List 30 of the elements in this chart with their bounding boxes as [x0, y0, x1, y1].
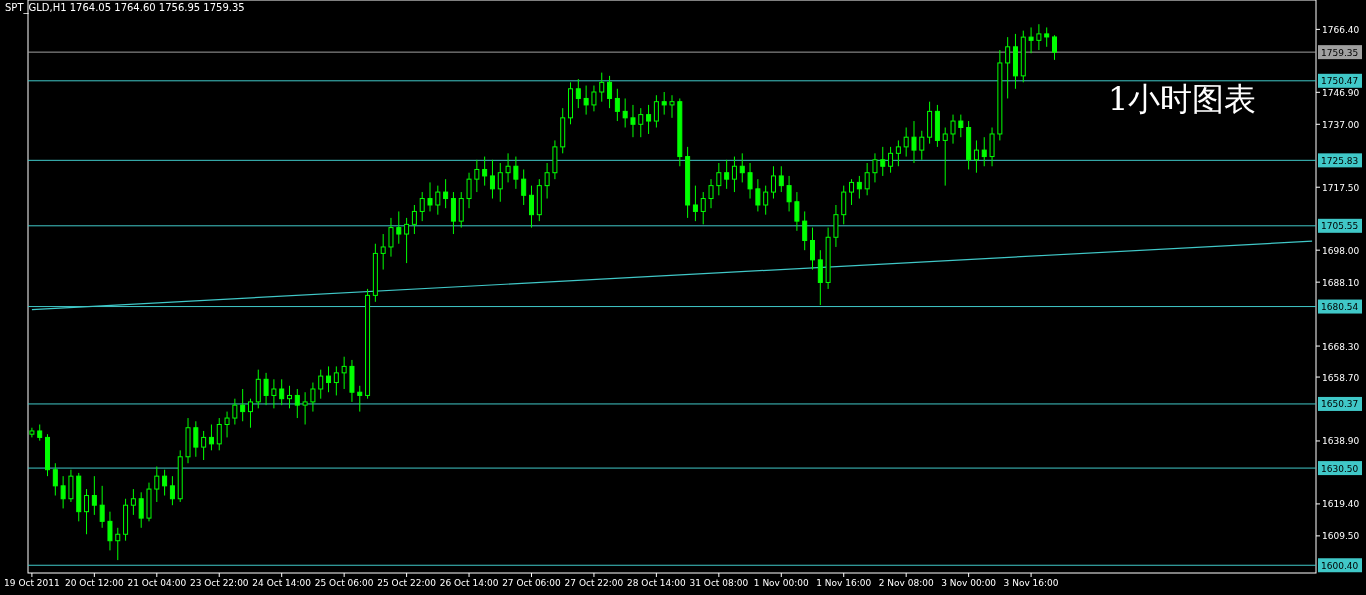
y-tick-label: 1698.00	[1322, 245, 1360, 256]
y-tick-label: 1619.40	[1322, 499, 1360, 510]
y-tick-label: 1638.90	[1322, 436, 1360, 447]
y-tick-label: 1668.30	[1322, 341, 1360, 352]
y-tick-label: 1688.10	[1322, 277, 1360, 288]
x-tick-label: 2 Nov 08:00	[878, 578, 934, 588]
x-tick-label: 27 Oct 22:00	[564, 578, 624, 588]
y-tick-label: 1609.50	[1322, 531, 1360, 542]
x-tick-label: 25 Oct 06:00	[314, 578, 374, 588]
x-tick-label: 23 Oct 22:00	[189, 578, 249, 588]
y-tick-label: 1737.00	[1322, 119, 1360, 130]
x-tick-label: 3 Nov 00:00	[941, 578, 997, 588]
y-tick-label: 1717.50	[1322, 182, 1360, 193]
x-tick-label: 20 Oct 12:00	[65, 578, 124, 588]
x-tick-label: 21 Oct 04:00	[127, 578, 187, 588]
y-tick-label: 1766.40	[1322, 24, 1360, 35]
chart-title: SPT_GLD,H1 1764.05 1764.60 1756.95 1759.35	[5, 2, 245, 14]
x-tick-label: 27 Oct 06:00	[502, 578, 562, 588]
x-tick-label: 1 Nov 00:00	[753, 578, 810, 588]
x-tick-label: 19 Oct 2011	[4, 578, 60, 588]
x-tick-label: 31 Oct 08:00	[689, 578, 749, 588]
annotation: 1小时图表	[1108, 80, 1257, 118]
x-tick-label: 24 Oct 14:00	[252, 578, 312, 588]
x-tick-label: 28 Oct 14:00	[627, 578, 686, 588]
x-tick-label: 3 Nov 16:00	[1003, 578, 1059, 588]
y-tick-label: 1658.70	[1322, 372, 1360, 383]
x-tick-label: 26 Oct 14:00	[439, 578, 499, 588]
y-tick-label: 1746.90	[1322, 87, 1360, 98]
x-tick-label: 1 Nov 16:00	[816, 578, 872, 588]
x-tick-label: 25 Oct 22:00	[377, 578, 437, 588]
